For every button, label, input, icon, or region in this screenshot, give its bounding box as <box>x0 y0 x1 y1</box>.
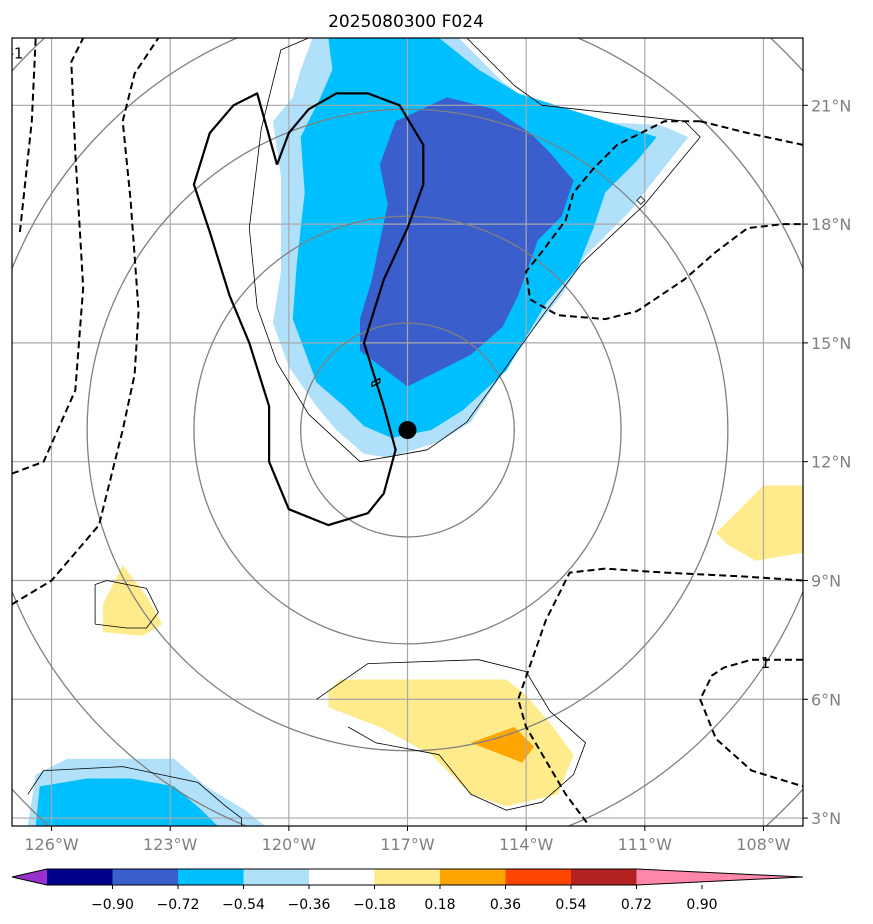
y-tick-label-5: 18°N <box>811 215 851 234</box>
y-tick-label-2: 9°N <box>811 571 841 590</box>
lat-lon-gridlines <box>12 38 803 826</box>
x-tick-label-2: 120°W <box>262 835 317 854</box>
contour-line-3 <box>636 196 646 205</box>
colorbar-tick-label-3: −0.36 <box>288 897 331 913</box>
y-tick-label-6: 21°N <box>811 96 851 115</box>
colorbar-tick-label-7: 0.54 <box>555 897 586 913</box>
colorbar-segment-4 <box>309 869 375 885</box>
x-tick-label-3: 117°W <box>380 835 435 854</box>
x-tick-label-5: 111°W <box>618 835 673 854</box>
colorbar-tick-label-6: 0.36 <box>490 897 521 913</box>
colorbar-segment-3 <box>243 869 310 885</box>
chart-title: 2025080300 F024 <box>328 12 484 32</box>
contour-line-4 <box>94 580 159 629</box>
colorbar-tick-label-9: 0.90 <box>686 897 717 913</box>
colorbar-extend-high <box>636 869 803 885</box>
colorbar-segment-6 <box>440 869 506 885</box>
contour-label-0: 1 <box>761 654 771 672</box>
y-tick-label-4: 15°N <box>811 334 851 353</box>
contour-line-0 <box>192 92 425 527</box>
colorbar: −0.90 −0.72 −0.54 −0.36 −0.18 0.18 0.36 0.54 0.7… <box>11 868 804 913</box>
filled-region-3-0 <box>716 485 803 561</box>
contour-labels: 1 -1 <box>8 44 771 672</box>
contour-line-11 <box>525 120 803 321</box>
contour-label-1: -1 <box>8 44 23 62</box>
range-ring-0 <box>300 322 515 538</box>
colorbar-segment-5 <box>374 869 441 885</box>
y-tick-label-0: 3°N <box>811 809 841 828</box>
colorbar-tick-label-5: 0.18 <box>424 897 455 913</box>
contour-line-9 <box>12 38 160 606</box>
colorbar-tick-label-0: −0.90 <box>91 897 134 913</box>
x-tick-label-4: 114°W <box>499 835 554 854</box>
x-tick-label-6: 108°W <box>736 835 791 854</box>
filled-region-2-0 <box>360 97 574 387</box>
range-ring-2 <box>86 108 729 752</box>
range-ring-1 <box>193 215 622 645</box>
contour-line-10 <box>699 120 803 146</box>
contour-line-7 <box>18 38 37 233</box>
x-tick-label-0: 126°W <box>24 835 79 854</box>
colorbar-segment-8 <box>571 869 637 885</box>
contour-line-8 <box>12 38 85 475</box>
filled-region-1-1 <box>35 778 218 826</box>
colorbar-tick-label-2: −0.54 <box>222 897 265 913</box>
filled-region-3-2 <box>328 679 574 807</box>
contour-line-5 <box>316 659 586 811</box>
y-axis-ticks: 3°N 6°N 9°N 12°N 15°N 18°N 21°N <box>803 96 851 828</box>
contour-line-13 <box>699 658 803 788</box>
colorbar-tick-label-1: −0.72 <box>157 897 200 913</box>
contour-line-6 <box>27 766 242 826</box>
x-axis-ticks: 126°W 123°W 120°W 117°W 114°W 111°W 108°W <box>24 826 791 854</box>
contour-line-1 <box>371 377 381 388</box>
colorbar-tick-label-8: 0.72 <box>621 897 652 913</box>
storm-center-marker <box>398 421 417 440</box>
colorbar-extend-low <box>12 869 47 885</box>
colorbar-segment-2 <box>178 869 244 885</box>
colorbar-segment-7 <box>505 869 572 885</box>
x-tick-label-1: 123°W <box>143 835 198 854</box>
colorbar-tick-label-4: −0.18 <box>353 897 396 913</box>
colorbar-segment-1 <box>112 869 179 885</box>
y-tick-label-1: 6°N <box>811 690 841 709</box>
y-tick-label-3: 12°N <box>811 453 851 472</box>
contour-line-12 <box>517 567 803 826</box>
filled-region-4-0 <box>470 727 535 763</box>
contour-lines <box>12 38 803 826</box>
colorbar-outline <box>11 868 804 886</box>
colorbar-segment-0 <box>47 869 113 885</box>
